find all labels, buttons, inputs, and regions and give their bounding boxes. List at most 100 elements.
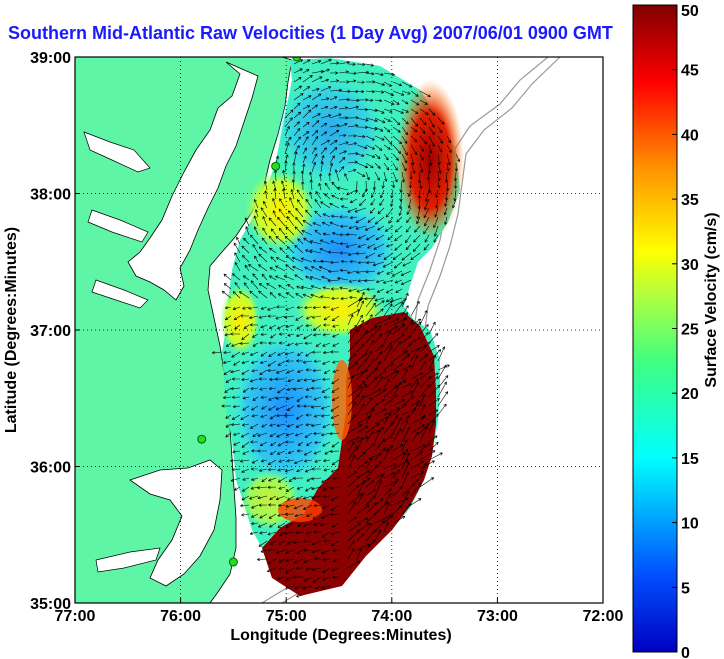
velocity-arrow	[269, 495, 277, 500]
velocity-arrow	[300, 170, 304, 182]
velocity-arrow	[330, 495, 340, 501]
velocity-arrow	[295, 530, 304, 535]
velocity-arrow	[437, 135, 443, 144]
pamlico-sound	[129, 459, 223, 587]
velocity-arrow	[374, 480, 383, 497]
velocity-arrow	[338, 141, 349, 146]
velocity-arrow	[287, 333, 295, 337]
velocity-arrow	[260, 351, 268, 357]
velocity-arrow	[365, 407, 375, 425]
velocity-arrow	[284, 136, 292, 146]
velocity-arrow	[400, 279, 412, 286]
velocity-arrow	[383, 126, 391, 133]
velocity-arrow	[309, 249, 322, 254]
velocity-arrow	[347, 386, 363, 398]
velocity-arrow	[437, 162, 442, 174]
velocity-arrow	[260, 324, 268, 329]
velocity-arrow	[372, 180, 377, 191]
velocity-arrow	[277, 360, 286, 366]
velocity-arrow	[392, 301, 404, 317]
velocity-arrow	[347, 394, 360, 407]
velocity-arrow	[356, 395, 365, 407]
velocity-arrow	[383, 162, 390, 171]
velocity-arrow	[347, 371, 364, 380]
velocity-arrow	[261, 423, 268, 428]
velocity-arrow	[405, 225, 412, 233]
velocity-arrow	[386, 270, 394, 275]
velocity-arrow	[297, 522, 304, 528]
velocity-arrow	[311, 378, 322, 383]
velocity-arrow	[286, 540, 295, 545]
velocity-arrow	[311, 120, 320, 128]
velocity-arrow	[392, 403, 407, 416]
velocity-arrow	[305, 198, 313, 209]
velocity-arrow	[383, 421, 394, 434]
velocity-arrow	[356, 548, 362, 560]
station-marker	[292, 57, 302, 62]
velocity-arrow	[305, 486, 313, 492]
velocity-arrow	[428, 349, 442, 362]
velocity-arrow	[302, 86, 311, 92]
velocity-arrow	[329, 432, 340, 436]
velocity-arrow	[232, 450, 241, 454]
velocity-arrow	[406, 207, 412, 215]
velocity-arrow	[365, 294, 376, 308]
velocity-arrow	[311, 386, 322, 390]
station-marker	[228, 557, 238, 567]
velocity-arrow	[347, 116, 359, 120]
velocity-arrow	[269, 414, 277, 420]
velocity-arrow	[374, 135, 385, 141]
sound-inlet	[95, 547, 161, 573]
x-tick-label: 74:00	[371, 608, 412, 625]
velocity-arrow	[383, 252, 394, 260]
velocity-arrow	[305, 567, 313, 571]
velocity-arrow	[410, 144, 418, 155]
velocity-arrow	[286, 359, 295, 363]
velocity-arrow	[356, 517, 369, 524]
velocity-arrow	[412, 243, 421, 252]
velocity-arrow	[302, 163, 306, 173]
velocity-arrow	[302, 95, 312, 101]
velocity-arrow	[231, 351, 241, 358]
velocity-arrow	[428, 452, 443, 461]
velocity-arrow	[419, 404, 426, 416]
velocity-arrow	[356, 314, 363, 326]
velocity-arrow	[374, 144, 383, 151]
velocity-arrow	[293, 387, 304, 391]
velocity-arrow	[311, 113, 321, 119]
velocity-arrow	[315, 191, 322, 200]
velocity-arrow	[274, 377, 286, 381]
velocity-arrow	[313, 333, 322, 337]
velocity-arrow	[293, 121, 300, 128]
velocity-arrow	[242, 387, 250, 393]
velocity-arrow	[241, 369, 250, 375]
velocity-arrow	[231, 377, 241, 381]
velocity-arrow	[356, 460, 368, 470]
x-axis-label: Longitude (Degrees:Minutes)	[230, 627, 451, 644]
velocity-arrow	[270, 228, 277, 236]
velocity-arrow	[383, 472, 396, 479]
velocity-arrow	[297, 238, 304, 245]
velocity-arrow	[311, 266, 322, 272]
velocity-arrow	[433, 216, 439, 229]
velocity-arrow	[332, 342, 340, 347]
velocity-arrow	[320, 522, 331, 527]
velocity-arrow	[318, 182, 322, 191]
velocity-arrow	[295, 207, 304, 218]
velocity-arrow	[224, 306, 232, 310]
velocity-arrow	[278, 332, 286, 336]
velocity-arrow	[446, 135, 452, 144]
velocity-arrow	[292, 265, 304, 272]
velocity-arrow	[314, 459, 322, 463]
velocity-arrow	[251, 369, 259, 373]
velocity-arrow	[225, 342, 232, 348]
velocity-arrow	[437, 171, 441, 181]
velocity-arrow	[291, 179, 295, 191]
x-tick-label: 75:00	[266, 608, 307, 625]
velocity-arrow	[240, 414, 250, 420]
velocity-arrow	[286, 387, 295, 391]
velocity-arrow	[323, 458, 331, 463]
velocity-arrow	[374, 388, 387, 398]
velocity-arrow	[260, 360, 268, 365]
velocity-arrow	[419, 368, 434, 380]
